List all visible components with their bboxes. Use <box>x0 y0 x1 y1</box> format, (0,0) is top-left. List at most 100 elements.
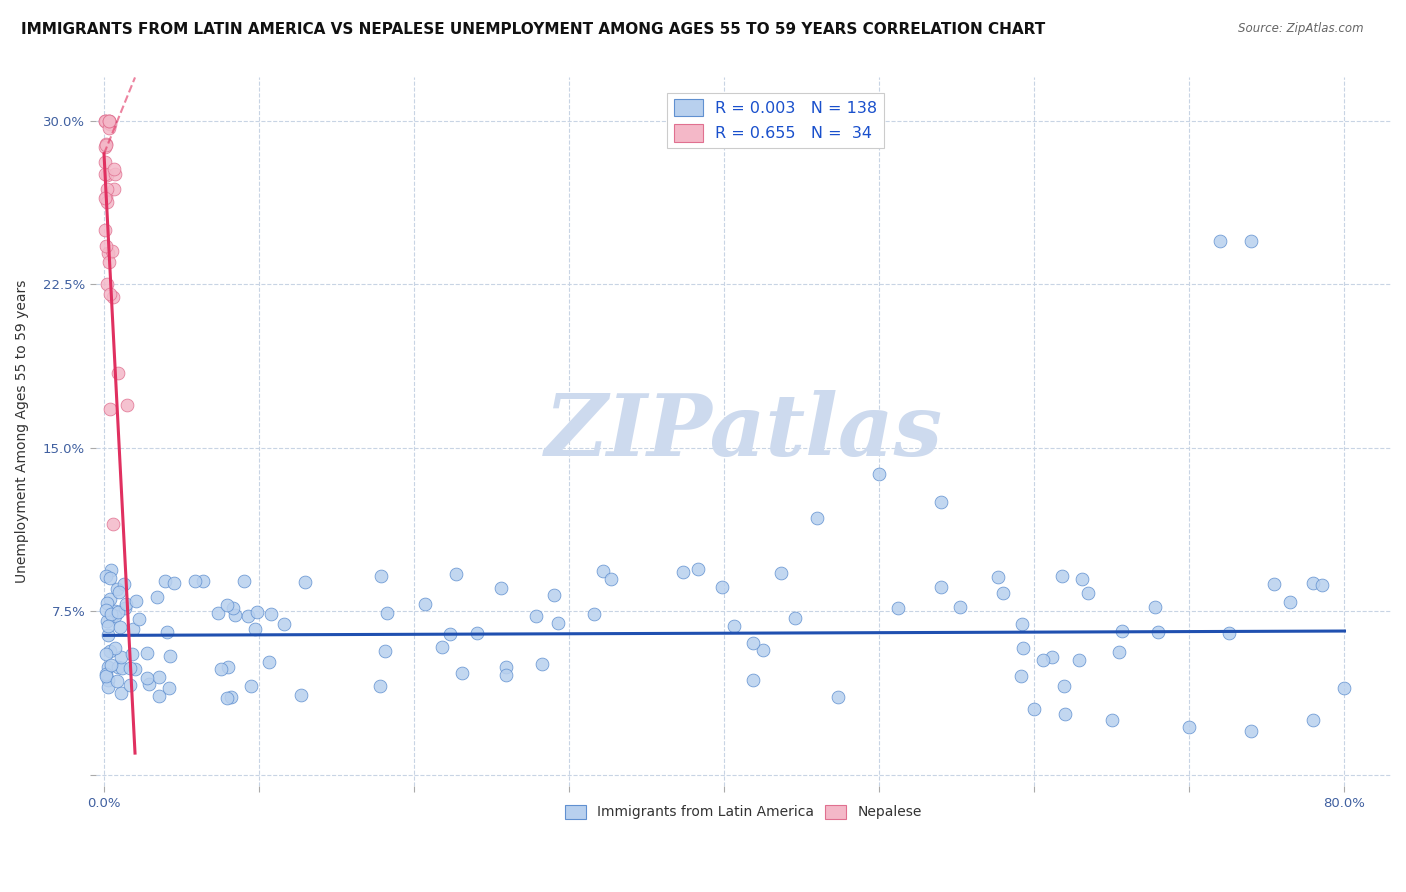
Point <box>163 575 186 590</box>
Point <box>138 677 160 691</box>
Point <box>217 690 239 705</box>
Point <box>444 566 467 581</box>
Point <box>101 244 124 259</box>
Point <box>1143 599 1166 614</box>
Point <box>104 167 127 181</box>
Point <box>1240 234 1263 248</box>
Point <box>97 627 120 641</box>
Point <box>1147 624 1170 639</box>
Point <box>886 600 908 615</box>
Point <box>97 255 120 269</box>
Point <box>94 140 117 154</box>
Point <box>671 565 693 579</box>
Point <box>1050 569 1073 583</box>
Point <box>110 620 132 634</box>
Point <box>97 660 120 674</box>
Point <box>239 680 262 694</box>
Point <box>413 597 436 611</box>
Point <box>948 600 970 615</box>
Point <box>495 668 517 682</box>
Point <box>221 690 243 705</box>
Point <box>97 673 120 687</box>
Point <box>104 608 127 623</box>
Point <box>135 646 157 660</box>
Point <box>450 666 472 681</box>
Point <box>96 238 118 252</box>
Point <box>118 660 141 674</box>
Point <box>112 577 135 591</box>
Point <box>1279 595 1302 609</box>
Point <box>191 574 214 588</box>
Point <box>100 592 122 607</box>
Point <box>489 581 512 595</box>
Point <box>243 623 266 637</box>
Point <box>97 619 120 633</box>
Point <box>742 635 765 649</box>
Point <box>159 648 181 663</box>
Point <box>1032 653 1054 667</box>
Point <box>105 673 128 688</box>
Point <box>710 580 733 594</box>
Point <box>209 662 232 676</box>
Point <box>103 162 125 177</box>
Point <box>107 584 129 599</box>
Point <box>146 590 169 604</box>
Point <box>430 640 453 655</box>
Point <box>1108 644 1130 658</box>
Point <box>375 606 398 620</box>
Point <box>1054 706 1077 721</box>
Point <box>368 679 391 693</box>
Point <box>260 607 283 622</box>
Point <box>96 195 118 210</box>
Point <box>233 574 256 589</box>
Text: IMMIGRANTS FROM LATIN AMERICA VS NEPALESE UNEMPLOYMENT AMONG AGES 55 TO 59 YEARS: IMMIGRANTS FROM LATIN AMERICA VS NEPALES… <box>21 22 1045 37</box>
Point <box>98 114 121 128</box>
Point <box>94 167 117 181</box>
Point <box>1263 577 1285 591</box>
Point <box>987 570 1010 584</box>
Point <box>97 114 120 128</box>
Point <box>148 670 170 684</box>
Point <box>94 114 117 128</box>
Point <box>110 686 132 700</box>
Point <box>94 114 117 128</box>
Point <box>294 574 316 589</box>
Point <box>101 608 124 623</box>
Point <box>770 566 793 580</box>
Point <box>686 562 709 576</box>
Point <box>114 597 136 611</box>
Point <box>1011 641 1033 656</box>
Point <box>94 190 117 204</box>
Point <box>1069 653 1091 667</box>
Point <box>100 643 122 657</box>
Point <box>783 611 806 625</box>
Point <box>94 138 117 153</box>
Point <box>374 643 396 657</box>
Point <box>993 586 1015 600</box>
Point <box>582 607 605 621</box>
Point <box>465 625 488 640</box>
Point <box>1052 679 1074 693</box>
Point <box>110 660 132 674</box>
Point <box>107 660 129 674</box>
Point <box>217 660 239 674</box>
Point <box>273 617 295 632</box>
Point <box>94 669 117 683</box>
Point <box>1333 681 1355 695</box>
Point <box>370 568 392 582</box>
Point <box>868 467 890 482</box>
Point <box>238 608 260 623</box>
Point <box>1302 714 1324 728</box>
Point <box>1024 702 1046 716</box>
Point <box>1111 624 1133 638</box>
Point <box>110 649 132 664</box>
Point <box>107 582 129 597</box>
Point <box>94 136 117 151</box>
Point <box>103 517 125 532</box>
Point <box>124 662 146 676</box>
Point <box>290 689 312 703</box>
Point <box>1312 578 1334 592</box>
Point <box>1077 585 1099 599</box>
Point <box>495 659 517 673</box>
Point <box>931 580 953 594</box>
